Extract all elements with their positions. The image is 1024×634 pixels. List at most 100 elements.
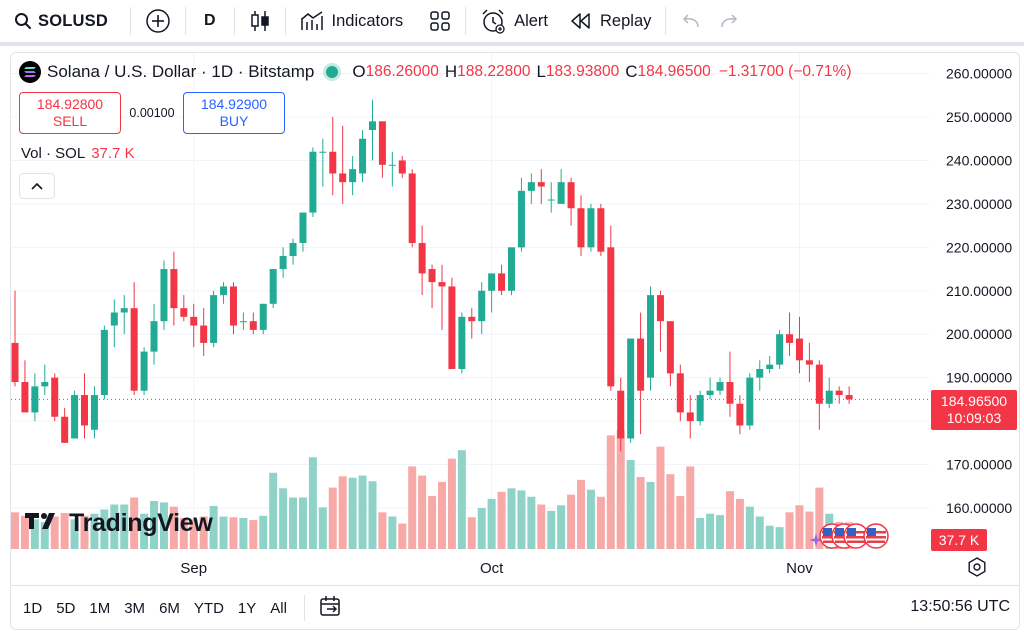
toolbar-divider — [303, 595, 305, 621]
volume-bar — [150, 501, 159, 549]
alarm-clock-icon — [480, 8, 506, 34]
undo-button[interactable] — [672, 3, 710, 39]
last-price-tag: 184.96500 10:09:03 — [931, 390, 1017, 430]
candle-body — [150, 321, 158, 352]
buy-button[interactable]: 184.92900 BUY — [183, 92, 285, 134]
bottom-divider — [11, 585, 1019, 586]
price-axis: 260.00000 250.00000 240.00000 230.00000 220.… — [946, 66, 1012, 516]
candle-body — [577, 208, 585, 248]
toolbar-divider — [465, 7, 467, 35]
volume-bar — [725, 491, 734, 549]
price-chart[interactable]: 260.00000 250.00000 240.00000 230.00000 220.… — [11, 53, 1020, 587]
range-button-all[interactable]: All — [270, 599, 287, 617]
range-button-6m[interactable]: 6M — [159, 599, 180, 617]
alert-button[interactable]: Alert — [472, 3, 556, 39]
chart-legend: Solana / U.S. Dollar · 1D · Bitstamp O 18… — [19, 61, 851, 83]
volume-bar — [537, 504, 546, 549]
volume-bar — [487, 498, 496, 549]
price-axis-label: 210.00000 — [946, 283, 1012, 299]
range-button-ytd[interactable]: YTD — [193, 599, 224, 617]
symbol-title[interactable]: Solana / U.S. Dollar · 1D · Bitstamp — [47, 62, 315, 81]
candle-body — [448, 286, 456, 369]
utc-clock[interactable]: 13:50:56 UTC — [910, 598, 1010, 615]
volume-tag: 37.7 K — [931, 529, 987, 551]
price-axis-label: 230.00000 — [946, 196, 1012, 212]
chart-pane[interactable]: 260.00000 250.00000 240.00000 230.00000 220.… — [10, 52, 1020, 630]
tradingview-watermark[interactable]: TradingView — [23, 509, 213, 538]
range-button-3m[interactable]: 3M — [124, 599, 146, 617]
volume-bar — [159, 502, 168, 549]
candle-body — [71, 395, 79, 439]
redo-button[interactable] — [710, 3, 748, 39]
collapse-legend-button[interactable] — [19, 173, 55, 199]
candle-body — [726, 382, 734, 404]
candle-body — [547, 199, 555, 201]
range-button-5d[interactable]: 5D — [56, 599, 76, 617]
replay-button[interactable]: Replay — [562, 3, 659, 39]
volume-bar — [755, 516, 764, 549]
volume-bar — [308, 457, 317, 549]
range-button-1y[interactable]: 1Y — [237, 599, 257, 617]
candle-body — [587, 208, 595, 248]
volume-bar — [378, 512, 387, 549]
candle-body — [309, 151, 317, 213]
time-axis-label: Nov — [786, 560, 813, 577]
candle-body — [805, 360, 813, 365]
candle-body — [289, 242, 297, 257]
candle-body — [676, 373, 684, 413]
candle-body — [229, 286, 237, 326]
candle-body — [567, 182, 575, 209]
price-axis-label: 250.00000 — [946, 109, 1012, 125]
compare-symbol-button[interactable] — [137, 3, 179, 39]
price-axis-label: 220.00000 — [946, 239, 1012, 255]
time-axis-label: Sep — [180, 560, 207, 577]
low-value: 183.93800 — [545, 63, 620, 80]
indicators-button[interactable]: Indicators — [292, 3, 412, 39]
candle-body — [517, 190, 525, 248]
candle-body — [637, 338, 645, 391]
candle-body — [180, 308, 188, 317]
grid-icon — [429, 10, 451, 32]
candle-body — [468, 316, 476, 322]
candle-body — [508, 247, 515, 291]
volume-bar — [527, 496, 536, 549]
volume-bar — [209, 505, 218, 549]
volume-bar — [189, 519, 198, 549]
candle-body — [428, 269, 436, 283]
candle-body — [190, 316, 198, 326]
candle-body — [418, 242, 426, 274]
candle-body — [795, 338, 803, 361]
sell-button[interactable]: 184.92800 SELL — [19, 92, 121, 134]
time-axis-settings-button[interactable] — [967, 557, 987, 582]
time-axis: Sep Oct Nov — [180, 560, 813, 577]
go-to-date-button[interactable] — [313, 595, 349, 622]
candle-body — [627, 338, 635, 439]
volume-bar — [815, 487, 824, 549]
candle-body — [537, 182, 545, 187]
volume-bar — [557, 505, 566, 549]
symbol-search-button[interactable]: SOLUSD — [0, 3, 116, 39]
toolbar-divider — [129, 7, 131, 35]
candle-body — [498, 273, 506, 291]
range-button-1m[interactable]: 1M — [89, 599, 111, 617]
candle-body — [90, 395, 98, 430]
range-button-1d[interactable]: 1D — [23, 599, 43, 617]
candle-body — [61, 416, 69, 443]
market-status-dot[interactable] — [326, 66, 339, 78]
volume-bar — [358, 475, 367, 549]
volume-bar — [428, 496, 437, 549]
chart-type-button[interactable] — [241, 3, 279, 39]
volume-bar — [507, 488, 516, 549]
price-axis-label: 160.00000 — [946, 500, 1012, 516]
volume-bar — [567, 494, 576, 549]
layouts-button[interactable] — [421, 3, 459, 39]
economic-events[interactable] — [809, 523, 891, 549]
volume-bar — [90, 513, 99, 549]
volume-bar — [40, 522, 49, 549]
volume-bar — [289, 497, 298, 549]
candle-body — [140, 351, 148, 391]
volume-bar — [447, 458, 456, 549]
interval-button[interactable]: D — [192, 3, 228, 39]
volume-bar — [169, 506, 178, 549]
gear-icon — [967, 557, 987, 581]
